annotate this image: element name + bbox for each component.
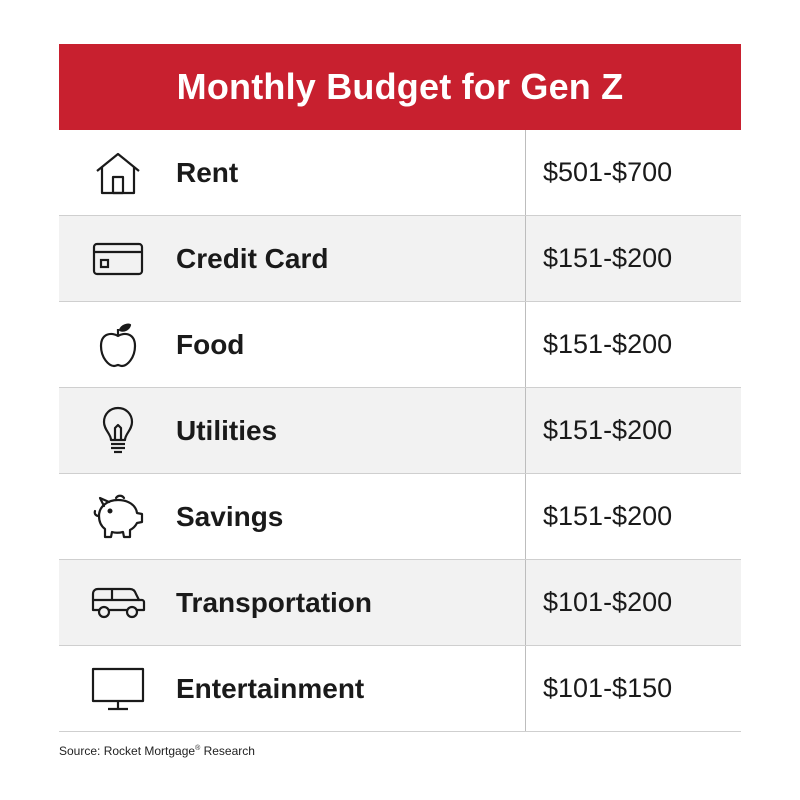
row-label: Rent [176, 156, 239, 188]
budget-table: Monthly Budget for Gen Z Rent $501-$700 [59, 44, 741, 732]
table-row: Transportation $101-$200 [59, 560, 741, 646]
table-row: Savings $151-$200 [59, 474, 741, 560]
column-divider [525, 474, 526, 559]
house-icon [59, 130, 176, 215]
table-row: Entertainment $101-$150 [59, 646, 741, 732]
credit-card-icon [59, 216, 176, 301]
row-label: Savings [176, 500, 284, 532]
lightbulb-icon [59, 388, 176, 473]
row-value: $501-$700 [543, 157, 673, 187]
column-divider [525, 388, 526, 473]
row-label: Entertainment [176, 672, 365, 704]
table-title: Monthly Budget for Gen Z [59, 44, 741, 130]
table-row: Food $151-$200 [59, 302, 741, 388]
car-icon [59, 560, 176, 645]
column-divider [525, 302, 526, 387]
column-divider [525, 130, 526, 215]
table-body: Rent $501-$700 Credit Card $151-$200 [59, 130, 741, 732]
row-value: $151-$200 [543, 415, 673, 445]
row-label: Utilities [176, 414, 278, 446]
table-row: Rent $501-$700 [59, 130, 741, 216]
apple-icon [59, 302, 176, 387]
row-value: $101-$200 [543, 587, 673, 617]
row-value: $151-$200 [543, 329, 673, 359]
row-label: Credit Card [176, 242, 329, 274]
registered-mark: ® [195, 745, 201, 752]
row-value: $151-$200 [543, 243, 673, 273]
row-value: $151-$200 [543, 501, 673, 531]
source-prefix: Source: Rocket Mortgage [59, 744, 196, 758]
row-value: $101-$150 [543, 673, 673, 703]
piggy-bank-icon [59, 474, 176, 559]
row-label: Transportation [176, 586, 373, 618]
column-divider [525, 646, 526, 731]
source-note: Source: Rocket Mortgage® Research [59, 744, 255, 758]
row-label: Food [176, 328, 245, 360]
source-suffix: Research [200, 744, 255, 758]
monitor-icon [59, 646, 176, 731]
table-row: Utilities $151-$200 [59, 388, 741, 474]
column-divider [525, 560, 526, 645]
column-divider [525, 216, 526, 301]
table-row: Credit Card $151-$200 [59, 216, 741, 302]
